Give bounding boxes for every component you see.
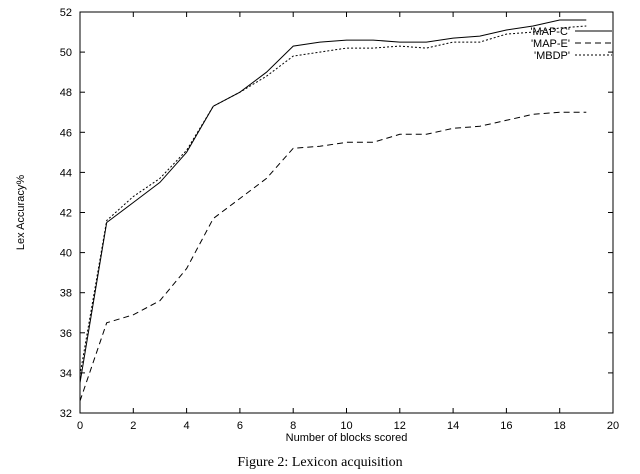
- legend: 'MAP-C''MAP-E''MBDP': [530, 26, 612, 62]
- x-tick-label: 16: [500, 420, 512, 432]
- x-tick-label: 8: [290, 420, 296, 432]
- legend-label-2: 'MAP-E': [531, 38, 570, 50]
- figure-caption: Figure 2: Lexicon acquisition: [237, 455, 402, 470]
- y-tick-label: 36: [60, 328, 72, 340]
- x-tick-label: 10: [340, 420, 352, 432]
- x-tick-label: 2: [130, 420, 136, 432]
- y-tick-label: 48: [60, 87, 72, 99]
- y-tick-label: 50: [60, 47, 72, 59]
- plot-frame: [79, 11, 614, 414]
- series-line-1: [79, 19, 587, 383]
- x-tick-label: 14: [447, 420, 459, 432]
- y-tick-label: 42: [60, 208, 72, 220]
- series-lines: [79, 19, 587, 402]
- x-tick-label: 4: [184, 420, 190, 432]
- series-line-2: [79, 111, 587, 402]
- legend-label-1: 'MAP-C': [530, 26, 570, 38]
- x-tick-label: 6: [237, 420, 243, 432]
- legend-label-3: 'MBDP': [534, 50, 570, 62]
- x-tick-label: 20: [607, 420, 619, 432]
- y-axis-label: Lex Accuracy%: [15, 175, 27, 250]
- series-line-3: [79, 25, 587, 375]
- y-tick-label: 46: [60, 127, 72, 139]
- y-tick-label: 38: [60, 288, 72, 300]
- y-tick-label: 34: [60, 368, 72, 380]
- y-tick-label: 40: [60, 248, 72, 260]
- x-tick-label: 12: [394, 420, 406, 432]
- x-axis-label: Number of blocks scored: [286, 432, 408, 444]
- x-tick-label: 18: [554, 420, 566, 432]
- x-tick-label: 0: [77, 420, 83, 432]
- plot-border: [79, 11, 614, 414]
- y-tick-label: 32: [60, 408, 72, 420]
- y-tick-label: 52: [60, 7, 72, 19]
- y-tick-label: 44: [60, 167, 72, 179]
